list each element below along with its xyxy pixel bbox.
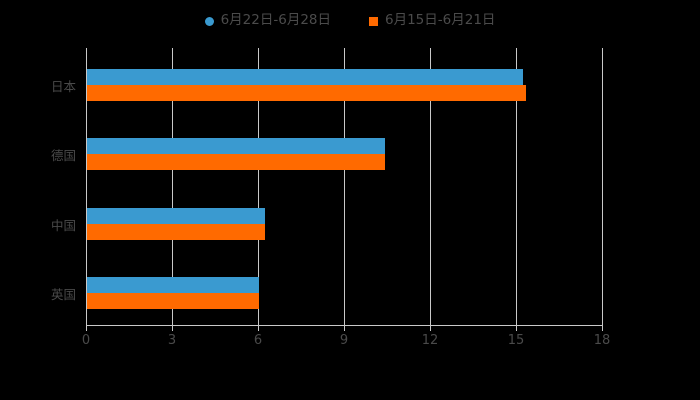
bar-1-series-0[interactable] <box>87 138 386 154</box>
x-tick-label: 15 <box>507 333 525 348</box>
x-tick-label: 0 <box>81 333 91 348</box>
legend-item-series-0[interactable]: 6月22日-6月28日 <box>204 12 331 29</box>
y-axis-line <box>86 48 87 325</box>
gridline <box>344 48 345 325</box>
legend-square-marker-icon <box>369 16 378 26</box>
chart-legend: 6月22日-6月28日 6月15日-6月21日 <box>0 8 700 34</box>
x-axis-tick <box>172 326 173 331</box>
x-tick-label: 9 <box>339 333 349 348</box>
gridline <box>258 48 259 325</box>
x-tick-label: 12 <box>421 333 439 348</box>
plot-area <box>86 48 602 325</box>
bar-0-series-0[interactable] <box>87 69 523 85</box>
x-axis-tick <box>516 326 517 331</box>
x-tick-label: 18 <box>593 333 611 348</box>
category-label-3: 英国 <box>50 287 76 302</box>
gridline <box>430 48 431 325</box>
bar-1-series-1[interactable] <box>87 154 386 170</box>
x-tick-label: 6 <box>253 333 263 348</box>
legend-label-series-1: 6月15日-6月21日 <box>385 12 496 29</box>
legend-label-series-0: 6月22日-6月28日 <box>220 12 331 29</box>
x-axis-tick <box>258 326 259 331</box>
category-label-1: 德国 <box>50 148 76 163</box>
bar-2-series-1[interactable] <box>87 224 265 240</box>
legend-circle-marker-icon <box>204 16 214 26</box>
category-label-0: 日本 <box>50 79 76 94</box>
gridline <box>172 48 173 325</box>
legend-item-series-1[interactable]: 6月15日-6月21日 <box>369 14 495 28</box>
x-axis-tick <box>86 326 87 331</box>
bar-3-series-1[interactable] <box>87 293 259 309</box>
x-axis-tick <box>344 326 345 331</box>
category-label-2: 中国 <box>50 218 76 233</box>
bar-0-series-1[interactable] <box>87 85 526 101</box>
bar-3-series-0[interactable] <box>87 277 259 293</box>
x-axis-tick <box>430 326 431 331</box>
x-tick-label: 3 <box>167 333 177 348</box>
gridline <box>516 48 517 325</box>
x-axis-line <box>86 325 603 326</box>
bar-2-series-0[interactable] <box>87 208 265 224</box>
gridline <box>602 48 603 325</box>
x-axis-tick <box>602 326 603 331</box>
